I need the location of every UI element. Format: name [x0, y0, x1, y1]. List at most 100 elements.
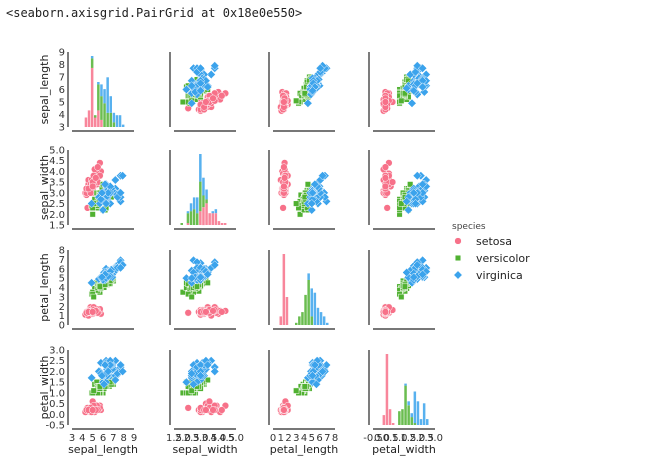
ytick-label-sepal_width: 3.5: [49, 178, 65, 189]
point-versicolor: [293, 97, 300, 104]
hist-bar-versicolor-petal_width: [404, 385, 407, 425]
hist-bar-virginica-petal_length: [319, 312, 323, 325]
point-virginica: [210, 61, 220, 71]
hist-bar-virginica-sepal_length: [97, 82, 100, 85]
point-setosa: [280, 182, 288, 191]
point-virginica: [203, 269, 213, 279]
ytick-label-sepal_length: 8: [59, 60, 65, 71]
point-setosa: [218, 308, 226, 316]
ytick-label-sepal_length: 5: [59, 98, 65, 109]
ytick-label-petal_length: 1: [59, 311, 65, 322]
xtick-label-sepal_length: 5: [90, 433, 96, 444]
hist-bar-virginica-petal_length: [316, 307, 320, 325]
ytick-label-sepal_width: 4.5: [49, 156, 65, 167]
ytick-label-sepal_width: 2.5: [49, 199, 65, 210]
hist-bar-versicolor-sepal_width: [192, 209, 196, 225]
xtick-label-petal_length: 6: [316, 433, 322, 444]
hist-bar-virginica-petal_length: [326, 322, 329, 325]
legend-marker-virginica: [453, 270, 463, 280]
hist-bar-versicolor-sepal_length: [112, 122, 116, 127]
hist-bar-versicolor-petal_width: [407, 405, 410, 425]
point-virginica: [187, 98, 197, 108]
hist-bar-setosa-sepal_width: [199, 211, 202, 225]
hist-bar-versicolor-petal_length: [301, 312, 304, 325]
point-setosa: [280, 163, 288, 171]
point-virginica: [315, 63, 325, 73]
hist-bar-versicolor-sepal_length: [97, 84, 100, 111]
ytick-label-petal_width: 1.0: [49, 388, 65, 399]
hist-bar-setosa-sepal_width: [217, 221, 221, 225]
point-virginica: [418, 63, 428, 73]
point-setosa: [205, 397, 214, 406]
ytick-label-sepal_width: 3.0: [49, 188, 65, 199]
ytick-label-sepal_length: 9: [59, 48, 65, 59]
hist-bar-virginica-petal_length: [310, 288, 313, 317]
point-virginica: [96, 194, 106, 204]
point-setosa: [184, 404, 192, 412]
hist-bar-setosa-sepal_width: [202, 207, 205, 226]
hist-bar-virginica-petal_length: [307, 273, 310, 280]
xtick-label-petal_width: 0.0: [374, 433, 390, 444]
point-setosa: [279, 204, 287, 212]
hist-bar-virginica-sepal_width: [186, 211, 190, 214]
xtick-label-petal_width: 3.0: [427, 433, 443, 444]
point-virginica: [210, 366, 220, 376]
point-setosa: [388, 178, 397, 186]
point-virginica: [403, 205, 413, 215]
point-virginica: [402, 196, 412, 206]
point-setosa: [381, 308, 390, 316]
point-setosa: [218, 406, 226, 414]
panel-petal_width-vs-petal_width: [368, 350, 435, 430]
xtick-label-sepal_width: 4.5: [219, 433, 235, 444]
point-setosa: [280, 98, 288, 106]
point-virginica: [311, 379, 321, 389]
hist-bar-versicolor-petal_length: [307, 279, 310, 325]
point-virginica: [203, 360, 213, 370]
xtick-label-sepal_length: 6: [100, 433, 106, 444]
point-setosa: [94, 163, 102, 171]
hist-bar-versicolor-sepal_length: [90, 58, 94, 68]
point-setosa: [89, 182, 97, 191]
hist-bar-virginica-sepal_length: [103, 89, 106, 104]
ytick-label-petal_width: 0.0: [49, 410, 65, 421]
panel-petal_length-vs-sepal_length: [67, 250, 134, 330]
panel-sepal_width-vs-sepal_width: [169, 150, 236, 230]
point-versicolor: [193, 283, 201, 290]
panel-sepal_length-vs-sepal_width: [169, 52, 236, 132]
point-virginica: [187, 369, 197, 379]
point-virginica: [98, 205, 108, 215]
hist-bar-setosa-sepal_length: [87, 110, 91, 127]
point-virginica: [307, 371, 318, 381]
point-versicolor: [204, 279, 211, 286]
point-versicolor: [90, 387, 97, 394]
point-setosa: [92, 174, 100, 182]
xtick-label-petal_length: 0: [270, 433, 276, 444]
legend-title: species: [452, 222, 486, 232]
point-setosa: [381, 182, 390, 191]
point-versicolor: [90, 293, 97, 300]
panel-sepal_length-vs-petal_width: [368, 52, 435, 132]
point-virginica: [310, 179, 320, 189]
xlabel-petal_width: petal_width: [372, 443, 436, 456]
point-virginica: [310, 360, 320, 370]
point-virginica: [181, 377, 191, 387]
point-virginica: [87, 373, 97, 383]
ytick-label-petal_width: 2.5: [49, 356, 65, 367]
hist-bar-virginica-sepal_length: [106, 77, 109, 113]
xtick-label-petal_width: -0.5: [363, 433, 383, 444]
point-virginica: [99, 379, 109, 389]
hist-bar-virginica-petal_width: [426, 419, 429, 425]
xtick-label-sepal_width: 2.0: [175, 433, 191, 444]
xtick-label-sepal_width: 3.0: [193, 433, 209, 444]
point-setosa: [280, 406, 288, 414]
panel-petal_length-vs-petal_width: [368, 250, 435, 330]
point-setosa: [202, 98, 210, 106]
point-virginica: [407, 98, 417, 108]
xtick-label-petal_length: 7: [324, 433, 330, 444]
point-versicolor: [407, 181, 414, 188]
ylabel-sepal_length: sepal_length: [38, 55, 51, 125]
hist-bar-versicolor-sepal_length: [106, 112, 109, 127]
panel-petal_width-vs-sepal_width: [169, 350, 236, 430]
point-virginica: [418, 82, 428, 92]
point-versicolor: [188, 293, 195, 300]
